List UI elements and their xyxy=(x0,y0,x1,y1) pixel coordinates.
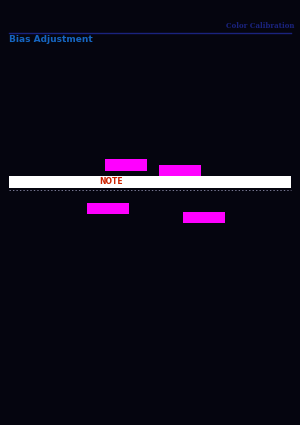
Text: page 128: page 128 xyxy=(184,213,224,222)
Text: Color Calibration: Color Calibration xyxy=(226,22,294,30)
Text: Bias Adjustment: Bias Adjustment xyxy=(9,35,93,44)
Text: NOTE: NOTE xyxy=(99,177,123,187)
FancyBboxPatch shape xyxy=(9,176,291,188)
Text: page 129: page 129 xyxy=(88,204,128,213)
Text: page 128: page 128 xyxy=(160,166,200,176)
Text: page 129: page 129 xyxy=(106,160,146,170)
